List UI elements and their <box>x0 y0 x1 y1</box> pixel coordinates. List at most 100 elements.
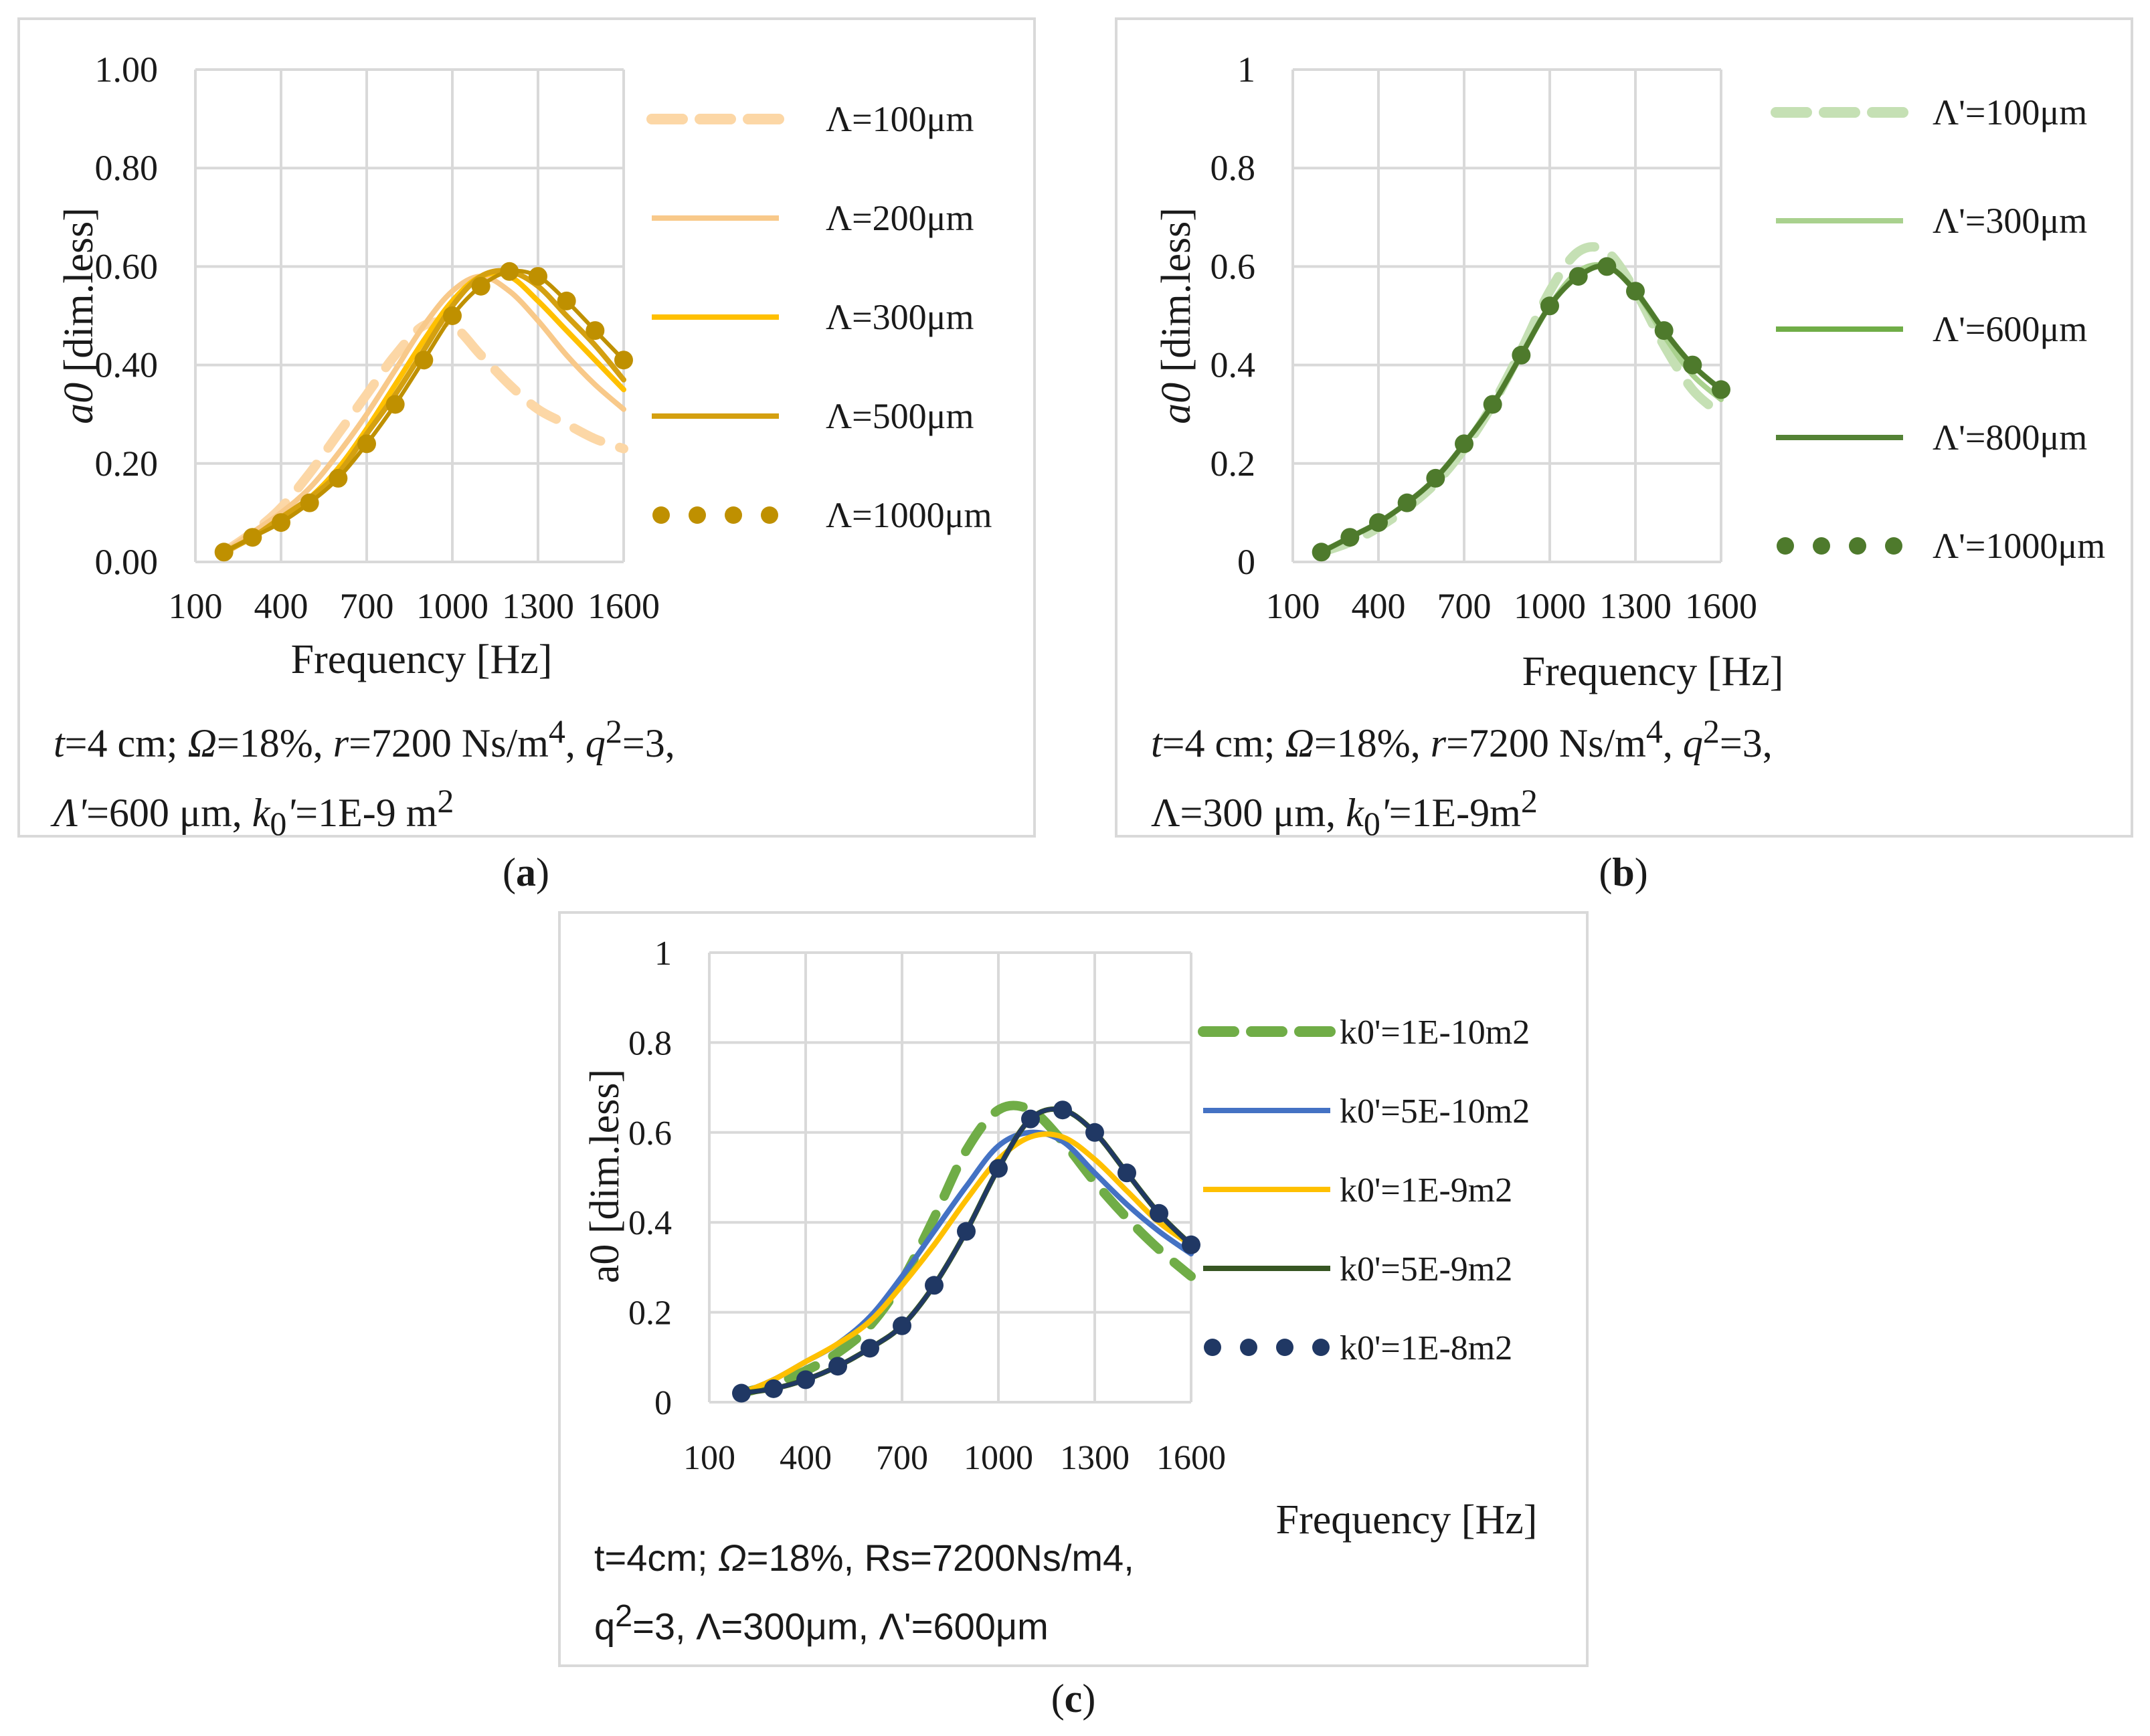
caption-c-omega: Ω <box>718 1537 747 1579</box>
caption-c-rest: =18%, Rs=7200Ns/m4, <box>746 1537 1134 1579</box>
caption-b-r: r <box>1430 721 1447 765</box>
legend-label: Λ=200μm <box>826 198 974 238</box>
legend-label: k0'=1E-10m2 <box>1340 1014 1530 1052</box>
y-axis-label: a0 [dim.less] <box>1154 207 1199 424</box>
y-axis-label: a0 [dim.less] <box>56 207 102 424</box>
data-point <box>614 351 633 370</box>
x-tick-label: 1600 <box>1685 586 1757 626</box>
caption-a: t=4 cm; Ω=18%, r=7200 Ns/m4, q2=3, Λ'=60… <box>54 702 675 852</box>
data-point <box>1340 528 1360 547</box>
legend-label: Λ=500μm <box>826 396 974 436</box>
legend-marker <box>725 506 742 524</box>
panel-label-a: (a) <box>503 850 549 894</box>
caption-c-q: q <box>594 1605 616 1648</box>
data-point <box>1053 1100 1072 1120</box>
caption-b-line-2: Λ=300 μm, k0'=1E-9m2 <box>1151 772 1773 852</box>
x-tick-label: 700 <box>876 1439 928 1477</box>
x-tick-label: 700 <box>1437 586 1492 626</box>
data-point <box>1182 1235 1200 1254</box>
caption-b-q-exp: 2 <box>1702 712 1720 750</box>
caption-a-r-value: =7200 Ns/m <box>349 721 549 765</box>
y-tick-label: 0.8 <box>628 1024 672 1062</box>
legend-marker <box>1312 1339 1330 1356</box>
legend-label: k0'=5E-9m2 <box>1340 1250 1512 1288</box>
caption-a-k-sub: 0 <box>270 805 287 842</box>
caption-a-t: t <box>54 721 65 765</box>
data-point <box>732 1383 751 1403</box>
caption-b-sep: , <box>1662 721 1683 765</box>
caption-b-r-value: =7200 Ns/m <box>1446 721 1646 765</box>
series-line <box>1318 263 1724 555</box>
gridlines <box>1291 68 1722 563</box>
legend-marker <box>1813 537 1830 555</box>
data-point <box>1397 493 1417 512</box>
y-tick-label: 0.20 <box>95 444 159 484</box>
caption-a-k-value: =1E-9 m <box>295 791 438 835</box>
series-3 <box>739 1131 1194 1396</box>
legend-item: Λ'=1000μm <box>1777 526 2105 566</box>
data-point <box>529 267 547 286</box>
legend-item: Λ=200μm <box>652 198 974 238</box>
data-point <box>1426 468 1445 488</box>
legend-marker <box>1777 537 1794 555</box>
data-point <box>1021 1109 1040 1129</box>
data-point <box>300 493 319 512</box>
legend-item: k0'=1E-8m2 <box>1204 1329 1512 1367</box>
series-line <box>1320 264 1722 554</box>
data-point <box>1455 434 1473 454</box>
legend-label: Λ=100μm <box>826 99 974 139</box>
chart-a: 100 400 700 1000 1300 1600 0.00 0.20 0.40 0.60 0.8… <box>56 50 992 682</box>
x-tick-label: 1000 <box>1514 586 1586 626</box>
caption-c-q-exp: 2 <box>615 1598 633 1633</box>
chart-b: 100 400 700 1000 1300 1600 0 0.2 0.4 0.6 0.8 1 Frequ… <box>1154 50 2105 694</box>
series-5 <box>214 262 633 562</box>
y-tick-label: 0.6 <box>628 1115 672 1153</box>
data-point <box>243 528 262 547</box>
legend-marker <box>1204 1339 1221 1356</box>
caption-a-r: r <box>333 721 349 765</box>
legend-item: Λ=300μm <box>652 297 974 337</box>
caption-b-lambda: Λ=300 μm, <box>1151 791 1346 835</box>
caption-a-q-exp: 2 <box>605 712 622 750</box>
data-point <box>1540 296 1559 316</box>
y-tick-label: 0.40 <box>95 345 159 385</box>
x-tick-label: 1300 <box>1060 1439 1130 1477</box>
legend-item: k0'=5E-10m2 <box>1203 1092 1530 1131</box>
x-tick-label: 1000 <box>416 586 488 626</box>
y-tick-label: 0.00 <box>95 542 159 582</box>
caption-b: t=4 cm; Ω=18%, r=7200 Ns/m4, q2=3, Λ=300… <box>1151 702 1773 852</box>
caption-b-k-exp: 2 <box>1520 782 1538 819</box>
y-tick-label: 0.60 <box>95 246 159 286</box>
legend-marker <box>1240 1339 1257 1356</box>
y-axis-label-unit: [dim.less] <box>1154 207 1199 383</box>
chart-c: 100 400 700 1000 1300 1600 0 0.2 0.4 0.6 0.8 1 Frequ… <box>582 935 1538 1543</box>
data-point <box>989 1159 1008 1178</box>
caption-a-line-1: t=4 cm; Ω=18%, r=7200 Ns/m4, q2=3, <box>54 702 675 772</box>
data-point <box>557 291 576 310</box>
x-tick-label: 1300 <box>502 586 574 626</box>
y-tick-label: 0.2 <box>1211 444 1256 484</box>
y-tick-label: 1 <box>654 935 672 973</box>
caption-b-k-prime: ' <box>1380 791 1389 835</box>
series-2 <box>1318 262 1724 555</box>
y-tick-label: 0.8 <box>1211 148 1256 188</box>
caption-c-t: t=4cm; <box>594 1537 719 1579</box>
y-axis-label: a0 [dim.less] <box>582 1069 628 1283</box>
legend-item: k0'=1E-9m2 <box>1203 1171 1512 1210</box>
data-point <box>1654 321 1674 341</box>
caption-b-q: q <box>1682 721 1703 765</box>
caption-a-r-exp: 4 <box>548 712 565 750</box>
caption-a-omega-value: =18%, <box>216 721 333 765</box>
x-axis-label: Frequency [Hz] <box>1276 1497 1538 1543</box>
y-tick-label: 0.2 <box>628 1294 672 1333</box>
x-tick-label: 100 <box>1266 586 1320 626</box>
caption-a-k: k <box>252 791 270 835</box>
data-point <box>272 513 290 533</box>
series-line <box>1318 263 1724 555</box>
series-1 <box>1316 242 1726 557</box>
data-point <box>443 306 462 325</box>
x-tick-label: 100 <box>683 1439 735 1477</box>
x-tick-label: 700 <box>340 586 394 626</box>
series-4 <box>221 268 626 555</box>
x-tick-label: 1300 <box>1599 586 1672 626</box>
